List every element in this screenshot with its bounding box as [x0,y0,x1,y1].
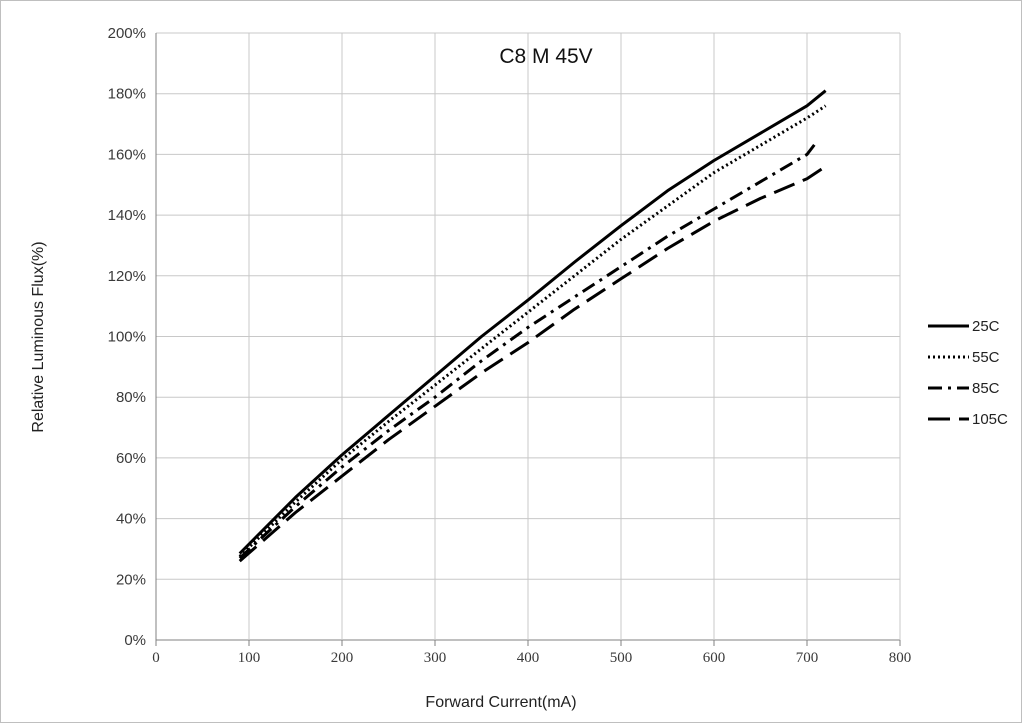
y-tick-label: 0% [124,632,146,649]
x-tick-label: 0 [152,650,160,666]
x-tick-label: 700 [796,650,819,666]
y-tick-label: 100% [108,329,146,346]
series-line-85c [238,141,818,560]
x-tick-label: 400 [517,650,540,666]
x-tick-label: 800 [889,650,912,666]
y-tick-label: 180% [108,86,146,103]
y-tick-label: 200% [108,25,146,42]
chart-title: C8 M 45V [499,45,592,68]
x-tick-label: 600 [703,650,726,666]
legend-label-85c: 85C [972,380,1000,397]
x-tick-label: 200 [331,650,354,666]
y-axis-ticks: 0% 20% 40% 60% 80% 100% 120% 140% 160% 180% 200% [108,25,146,649]
x-tick-label: 300 [424,650,447,666]
y-axis-title: Relative Luminous Flux(%) [30,241,47,432]
y-tick-label: 120% [108,268,146,285]
x-tick-label: 500 [610,650,633,666]
grid-lines [155,32,901,646]
series-line-55c [238,104,827,558]
y-tick-label: 160% [108,146,146,163]
series-line-105c [238,165,827,563]
y-tick-label: 60% [116,450,146,467]
x-axis-title: Forward Current(mA) [425,694,576,711]
x-tick-label: 100 [238,650,261,666]
legend-label-55c: 55C [972,349,1000,366]
x-axis-ticks: 0 100 200 300 400 500 600 700 800 [152,650,911,666]
y-tick-label: 80% [116,389,146,406]
legend-label-105c: 105C [972,411,1008,428]
series-lines [238,89,827,563]
y-tick-label: 140% [108,207,146,224]
y-tick-label: 20% [116,571,146,588]
y-tick-label: 40% [116,511,146,528]
legend: 25C 55C 85C 105C [928,318,1008,428]
legend-label-25c: 25C [972,318,1000,335]
series-line-25c [238,89,827,555]
